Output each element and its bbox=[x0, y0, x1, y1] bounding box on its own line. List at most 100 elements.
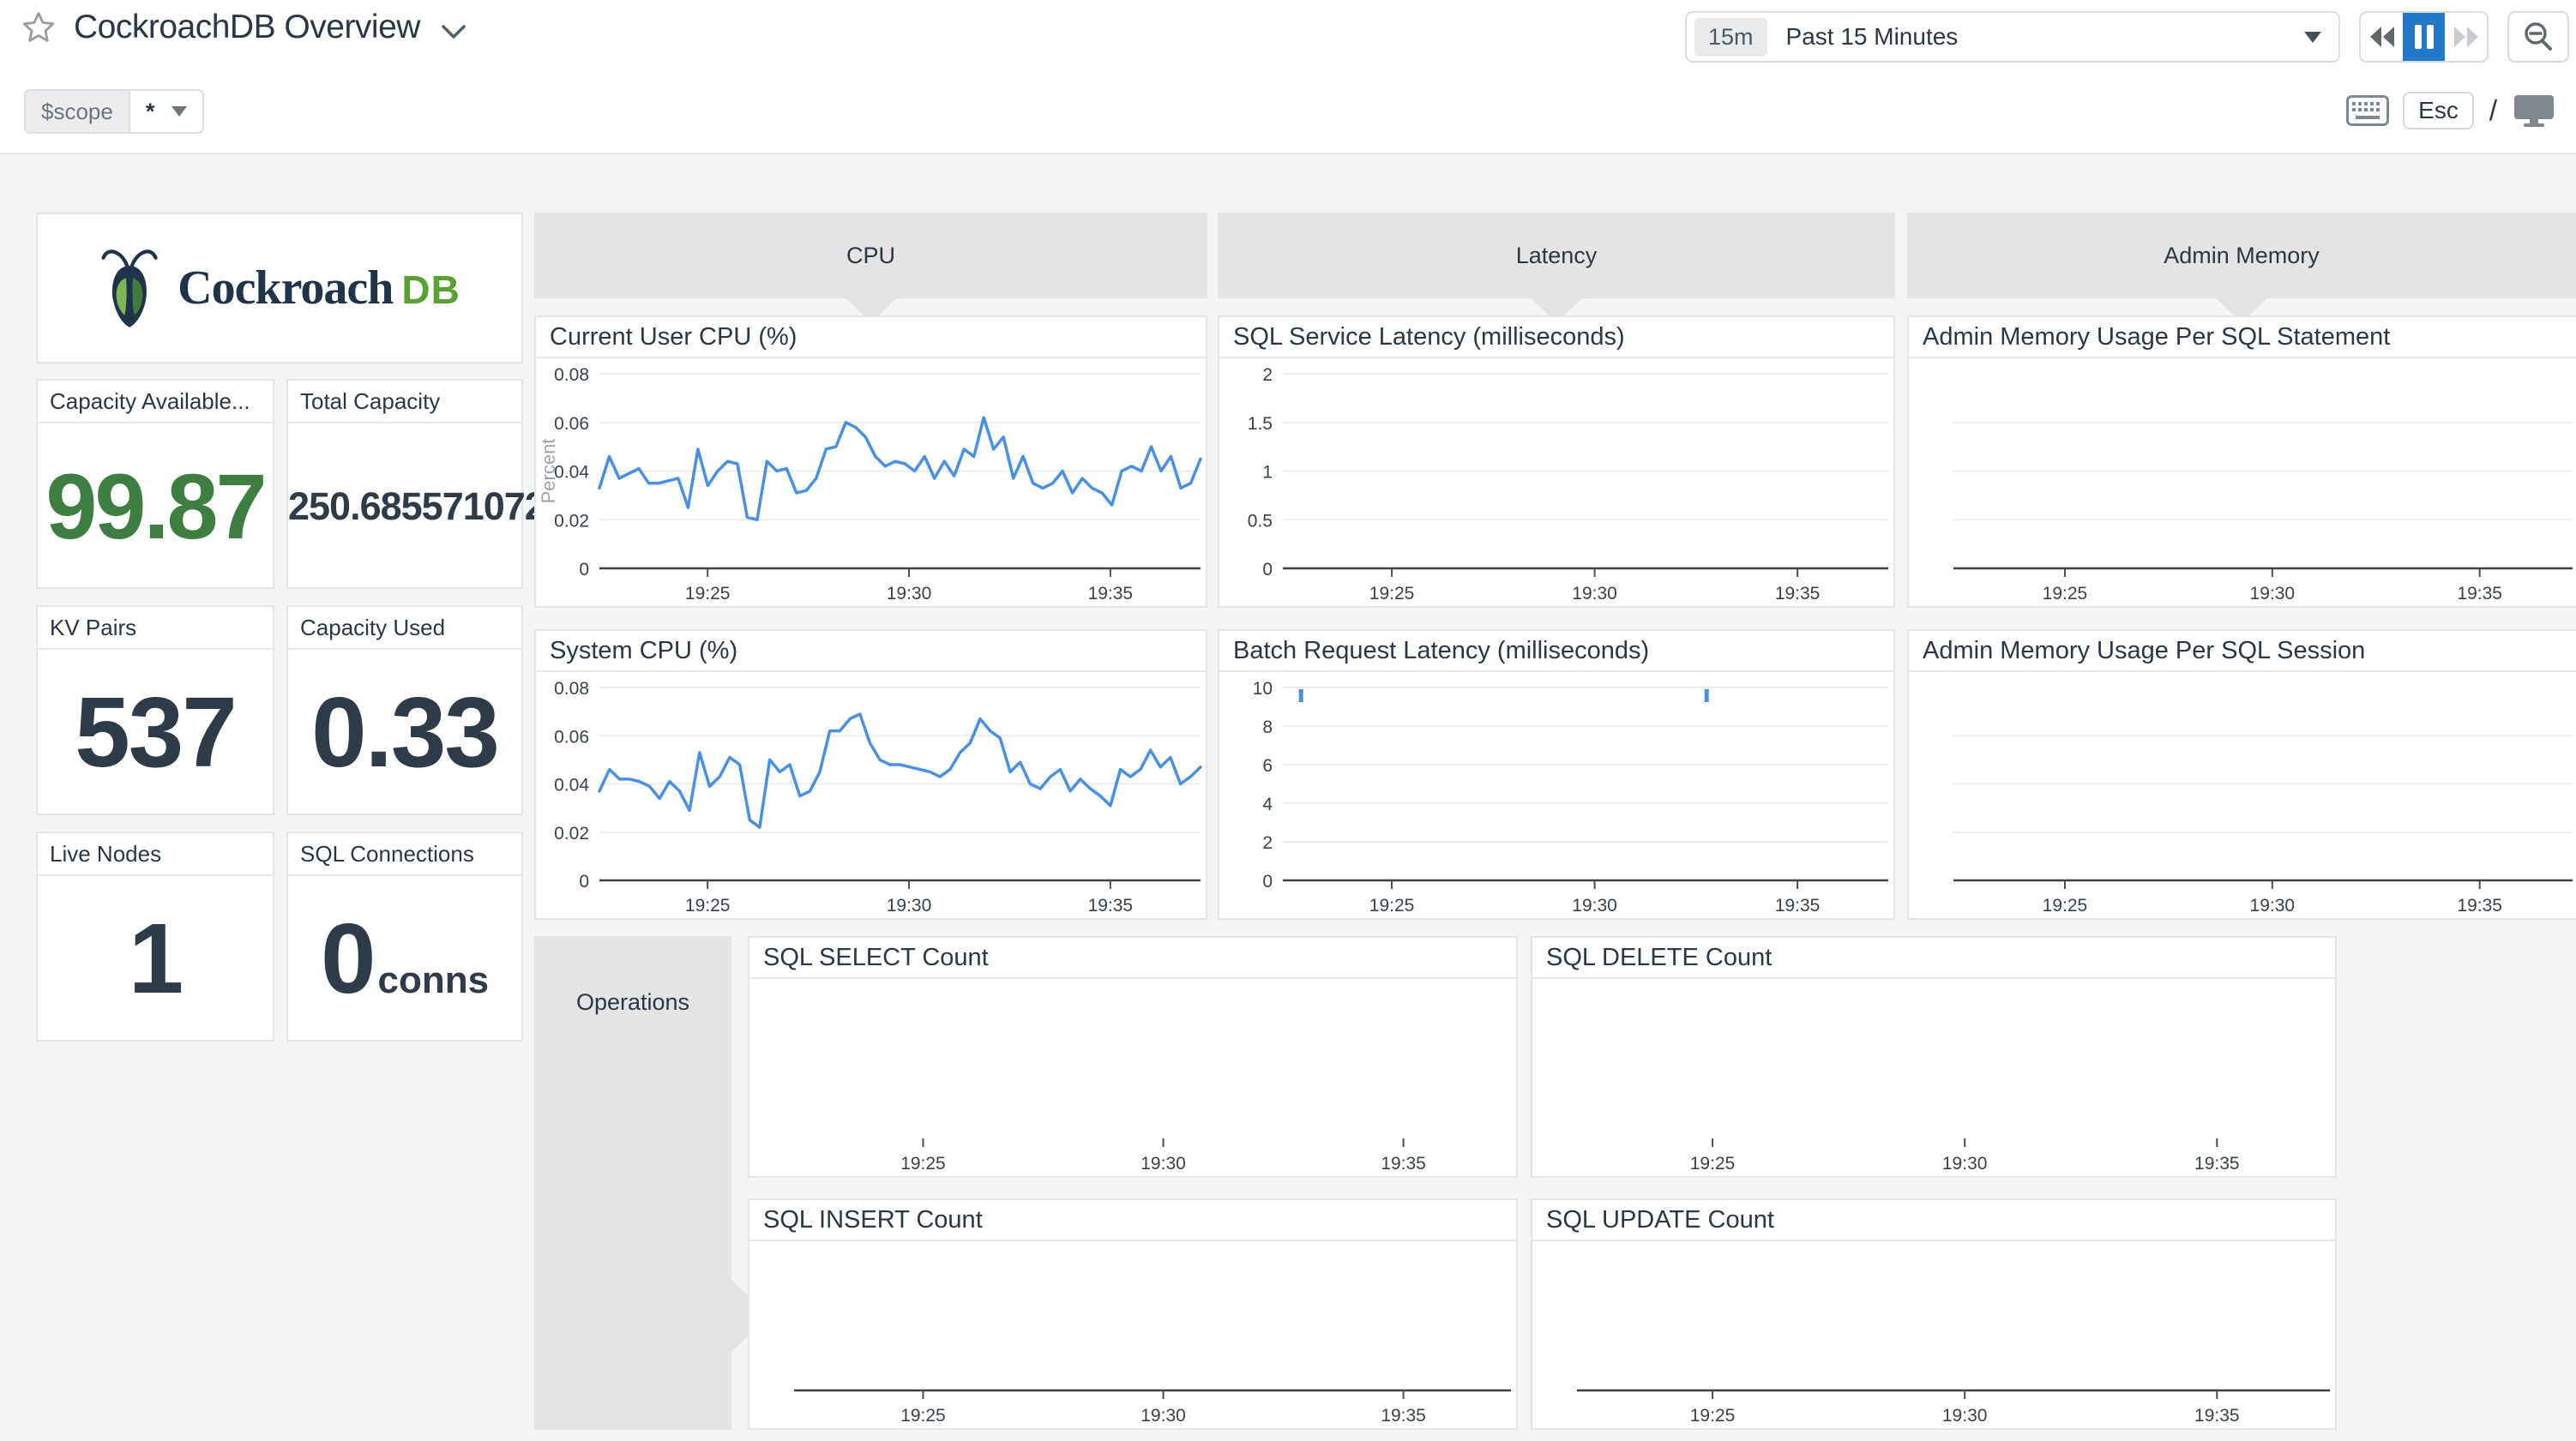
scope-variable-value[interactable]: * bbox=[130, 91, 203, 132]
chart-card-sql-delete-count[interactable]: SQL DELETE Count 19:25 19:30 19:35 bbox=[1531, 936, 2337, 1178]
chart-card-admin-memory-session[interactable]: Admin Memory Usage Per SQL Session 19:25… bbox=[1907, 629, 2576, 920]
zoom-out-button[interactable] bbox=[2507, 11, 2569, 63]
svg-text:19:25: 19:25 bbox=[1690, 1154, 1736, 1174]
svg-text:19:30: 19:30 bbox=[1942, 1406, 1988, 1426]
chart-title: Batch Request Latency (milliseconds) bbox=[1219, 631, 1893, 672]
svg-text:19:25: 19:25 bbox=[2043, 584, 2088, 603]
chart-plot-sql-delete-count[interactable]: 19:25 19:30 19:35 bbox=[1532, 979, 2335, 1176]
tv-mode-icon[interactable] bbox=[2513, 93, 2555, 129]
svg-text:10: 10 bbox=[1253, 679, 1273, 699]
brand-suffix: DB bbox=[401, 267, 460, 312]
svg-text:19:35: 19:35 bbox=[2457, 584, 2502, 603]
chart-card-sql-update-count[interactable]: SQL UPDATE Count 19:25 19:30 19:35 bbox=[1531, 1198, 2337, 1430]
svg-text:19:30: 19:30 bbox=[1572, 896, 1617, 916]
stat-card-capacity-available[interactable]: Capacity Available... 99.87 bbox=[36, 379, 274, 589]
slash-hint: / bbox=[2489, 94, 2497, 126]
svg-text:19:30: 19:30 bbox=[1572, 584, 1617, 603]
svg-text:19:35: 19:35 bbox=[1088, 896, 1134, 916]
stat-card-sql-connections[interactable]: SQL Connections 0conns bbox=[286, 832, 523, 1042]
svg-text:0.08: 0.08 bbox=[554, 679, 589, 699]
group-label: CPU bbox=[846, 242, 895, 268]
stat-card-live-nodes[interactable]: Live Nodes 1 bbox=[36, 832, 274, 1042]
chart-plot-admin-memory-statement[interactable]: 19:25 19:30 19:35 bbox=[1909, 358, 2576, 606]
group-banner-operations[interactable]: Operations bbox=[534, 936, 769, 1430]
stat-value: 0.33 bbox=[288, 650, 521, 815]
chart-plot-admin-memory-session[interactable]: 19:25 19:30 19:35 bbox=[1909, 672, 2576, 918]
pause-icon bbox=[2414, 25, 2434, 49]
chart-plot-sql-insert-count[interactable]: 19:25 19:30 19:35 bbox=[749, 1241, 1516, 1428]
scope-value-text: * bbox=[145, 98, 155, 124]
dashboard-header: CockroachDB Overview 15m Past 15 Minutes bbox=[0, 0, 2576, 154]
chart-plot-system-cpu[interactable]: 0 0.02 0.04 0.06 0.08 19:25 19:30 19:35 bbox=[536, 672, 1206, 918]
chart-card-current-user-cpu[interactable]: Current User CPU (%) 0 0.02 0.04 0.06 0.08 19… bbox=[534, 315, 1207, 608]
svg-text:1.5: 1.5 bbox=[1248, 414, 1273, 434]
playback-controls bbox=[2359, 11, 2489, 63]
forward-button[interactable] bbox=[2445, 13, 2487, 61]
chart-card-sql-service-latency[interactable]: SQL Service Latency (milliseconds) 0 0.5 1… bbox=[1218, 315, 1895, 608]
scope-variable-picker[interactable]: $scope * bbox=[24, 89, 205, 134]
chart-card-admin-memory-statement[interactable]: Admin Memory Usage Per SQL Statement 19:… bbox=[1907, 315, 2576, 608]
time-range-caret-icon bbox=[2304, 31, 2321, 43]
chart-plot-sql-service-latency[interactable]: 0 0.5 1 1.5 2 19:25 19:30 19:35 bbox=[1219, 358, 1893, 606]
time-range-picker[interactable]: 15m Past 15 Minutes bbox=[1685, 11, 2340, 63]
svg-text:19:25: 19:25 bbox=[900, 1154, 946, 1174]
chart-title: System CPU (%) bbox=[536, 631, 1206, 672]
group-banner-admin-memory[interactable]: Admin Memory bbox=[1907, 213, 2576, 322]
group-banner-latency[interactable]: Latency bbox=[1218, 213, 1895, 322]
svg-text:Percent: Percent bbox=[538, 439, 559, 504]
svg-text:2: 2 bbox=[1262, 365, 1273, 385]
chart-title: SQL DELETE Count bbox=[1532, 938, 2335, 979]
cockroach-bug-icon bbox=[101, 249, 158, 327]
svg-text:8: 8 bbox=[1262, 717, 1273, 737]
group-label: Latency bbox=[1515, 242, 1598, 268]
svg-text:0.5: 0.5 bbox=[1248, 511, 1273, 531]
svg-text:0.02: 0.02 bbox=[554, 824, 589, 844]
chart-plot-batch-request-latency[interactable]: 0 2 4 6 8 10 19:25 19:30 19:35 bbox=[1219, 672, 1893, 918]
stat-card-kv-pairs[interactable]: KV Pairs 537 bbox=[36, 605, 274, 815]
stat-label: Capacity Used bbox=[288, 607, 521, 650]
pause-button[interactable] bbox=[2403, 13, 2445, 61]
time-range-chip: 15m bbox=[1694, 17, 1767, 57]
time-range-label: Past 15 Minutes bbox=[1785, 23, 1959, 50]
title-chevron-down-icon[interactable] bbox=[441, 24, 466, 39]
keyboard-icon[interactable] bbox=[2346, 95, 2390, 126]
stat-label: SQL Connections bbox=[288, 833, 521, 876]
stat-number: 537 bbox=[75, 676, 238, 788]
chart-card-sql-select-count[interactable]: SQL SELECT Count 19:25 19:30 19:35 bbox=[748, 936, 1518, 1178]
stat-label: Capacity Available... bbox=[38, 381, 273, 423]
stat-label: Total Capacity bbox=[288, 381, 521, 423]
chart-plot-sql-select-count[interactable]: 19:25 19:30 19:35 bbox=[749, 979, 1516, 1176]
stat-card-total-capacity[interactable]: Total Capacity 250.6855710720GB bbox=[286, 379, 595, 589]
time-controls: 15m Past 15 Minutes bbox=[1685, 11, 2569, 63]
favorite-star-icon[interactable] bbox=[21, 9, 57, 45]
svg-text:19:25: 19:25 bbox=[1369, 896, 1415, 916]
stat-number: 1 bbox=[128, 903, 184, 1014]
rewind-button[interactable] bbox=[2361, 13, 2403, 61]
dashboard-title-row: CockroachDB Overview bbox=[21, 9, 466, 46]
stat-value: 1 bbox=[38, 876, 273, 1042]
chart-title: Current User CPU (%) bbox=[536, 317, 1206, 358]
svg-text:19:30: 19:30 bbox=[1141, 1154, 1186, 1174]
chart-plot-current-user-cpu[interactable]: 0 0.02 0.04 0.06 0.08 19:25 19:30 19:35 Percent bbox=[536, 358, 1206, 606]
svg-text:0.02: 0.02 bbox=[554, 511, 589, 531]
group-banner-cpu[interactable]: CPU bbox=[534, 213, 1207, 322]
chart-card-batch-request-latency[interactable]: Batch Request Latency (milliseconds) 0 2 4… bbox=[1218, 629, 1895, 920]
svg-text:0.06: 0.06 bbox=[554, 727, 589, 747]
svg-text:19:35: 19:35 bbox=[1775, 584, 1821, 603]
stat-card-capacity-used[interactable]: Capacity Used 0.33 bbox=[286, 605, 523, 815]
svg-text:19:25: 19:25 bbox=[1369, 584, 1415, 603]
stat-value: 0conns bbox=[288, 876, 521, 1042]
fast-forward-icon bbox=[2453, 27, 2478, 47]
chart-plot-sql-update-count[interactable]: 19:25 19:30 19:35 bbox=[1532, 1241, 2335, 1428]
stat-number: 0 bbox=[320, 903, 376, 1014]
stat-label: Live Nodes bbox=[38, 833, 273, 876]
chart-title: Admin Memory Usage Per SQL Session bbox=[1909, 631, 2576, 672]
chart-card-system-cpu[interactable]: System CPU (%) 0 0.02 0.04 0.06 0.08 19:25 19:… bbox=[534, 629, 1207, 920]
chart-card-sql-insert-count[interactable]: SQL INSERT Count 19:25 19:30 19:35 bbox=[748, 1198, 1518, 1430]
svg-text:0.06: 0.06 bbox=[554, 414, 589, 434]
page-title[interactable]: CockroachDB Overview bbox=[74, 9, 420, 45]
stat-value: 250.6855710720GB bbox=[288, 423, 595, 589]
svg-text:19:25: 19:25 bbox=[685, 896, 731, 916]
scope-caret-icon bbox=[172, 106, 188, 117]
cockroachdb-logo-card[interactable]: Cockroach DB bbox=[36, 213, 523, 363]
